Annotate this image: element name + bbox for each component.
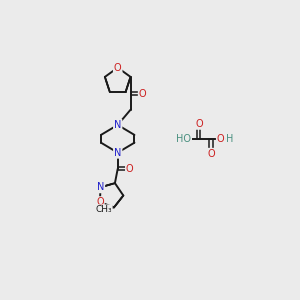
Text: O: O [126, 164, 134, 174]
Text: N: N [97, 182, 104, 192]
Text: O: O [96, 197, 104, 207]
Text: O: O [217, 134, 224, 144]
Text: N: N [114, 120, 122, 130]
Text: O: O [195, 119, 203, 129]
Text: CH₃: CH₃ [95, 205, 112, 214]
Text: O: O [114, 63, 122, 73]
Text: H: H [226, 134, 233, 144]
Text: O: O [139, 88, 146, 98]
Text: HO: HO [176, 134, 191, 144]
Text: O: O [207, 149, 215, 159]
Text: N: N [114, 148, 122, 158]
